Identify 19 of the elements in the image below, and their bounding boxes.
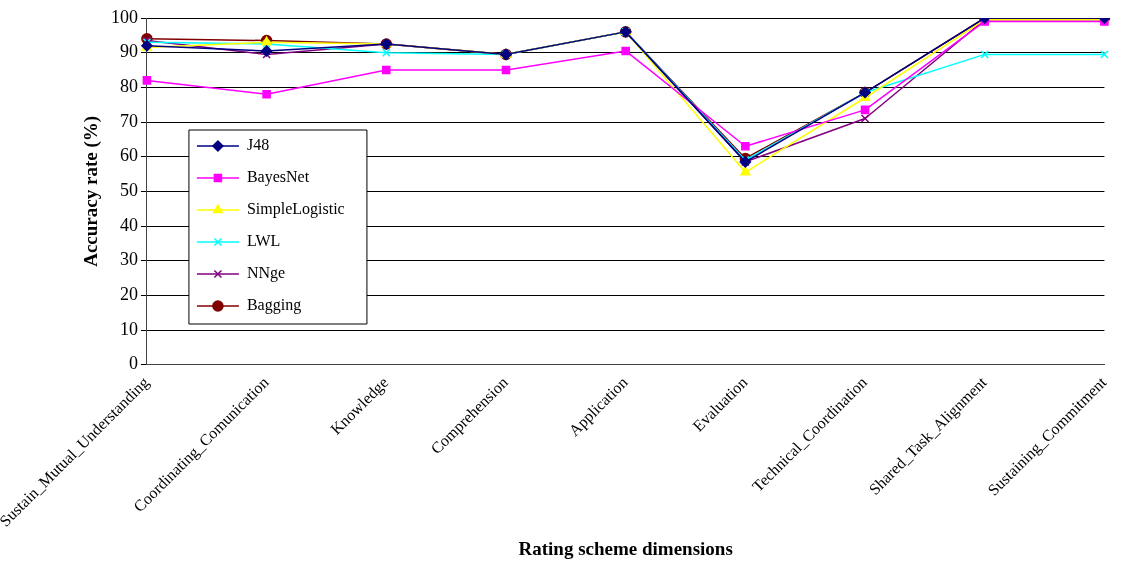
legend-label: LWL bbox=[246, 232, 281, 250]
y-tick-label: 40 bbox=[119, 214, 138, 235]
y-tick-label: 80 bbox=[119, 76, 138, 97]
y-tick-label: 10 bbox=[119, 318, 138, 339]
x-axis-title: Rating scheme dimensions bbox=[518, 537, 733, 559]
y-tick-label: 30 bbox=[119, 249, 138, 270]
y-tick-label: 20 bbox=[119, 284, 138, 305]
legend-label: J48 bbox=[246, 136, 270, 154]
y-tick-label: 0 bbox=[128, 353, 138, 374]
legend-label: SimpleLogistic bbox=[246, 200, 345, 219]
legend-label: Bagging bbox=[246, 296, 302, 315]
y-tick-label: 100 bbox=[110, 6, 138, 27]
y-tick-label: 60 bbox=[119, 145, 138, 166]
y-tick-label: 90 bbox=[119, 41, 138, 62]
legend-label: BayesNet bbox=[246, 168, 310, 187]
legend-label: NNge bbox=[246, 264, 286, 283]
y-tick-label: 50 bbox=[119, 180, 138, 201]
y-tick-label: 70 bbox=[119, 110, 138, 131]
y-axis-title: Accuracy rate (%) bbox=[80, 115, 103, 267]
